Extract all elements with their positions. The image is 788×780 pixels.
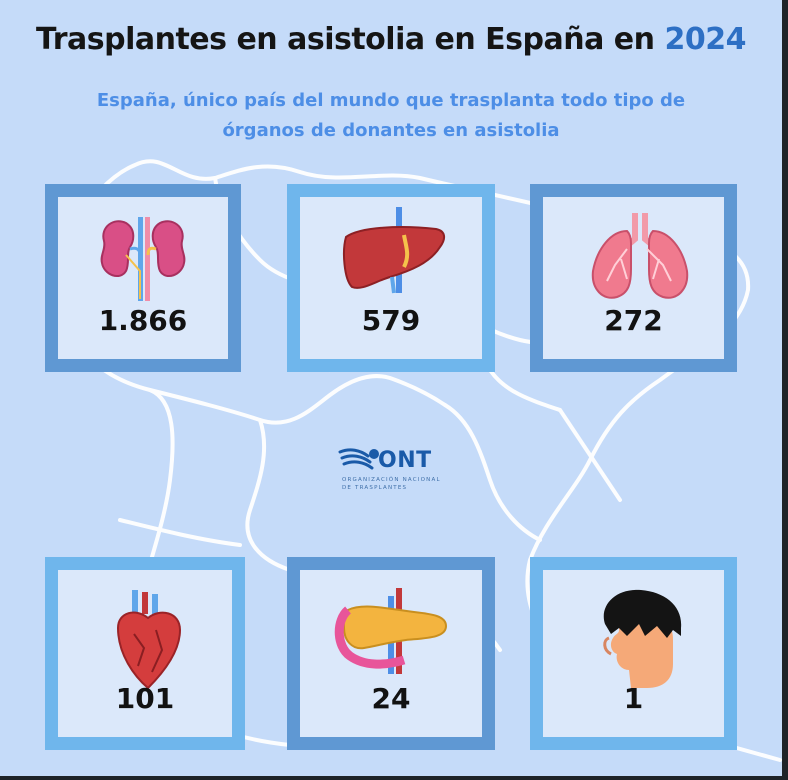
organ-card-head: 1 <box>530 557 737 750</box>
organ-value-lungs: 272 <box>604 304 663 337</box>
organ-card-lungs: 272 <box>530 184 737 372</box>
kidneys-icon <box>100 217 186 301</box>
ont-logo-line2: DE TRASPLANTES <box>342 485 408 491</box>
head-icon <box>603 589 682 688</box>
organ-value-kidneys: 1.866 <box>98 304 188 337</box>
organ-card-heart: 101 <box>45 557 245 750</box>
title-text: Trasplantes en asistolia en España en <box>36 22 655 57</box>
organ-value-head: 1 <box>623 682 644 715</box>
ont-logo-line1: ORGANIZACIÓN NACIONAL <box>342 477 441 483</box>
organ-card-liver: 579 <box>287 184 495 372</box>
organ-value-heart: 101 <box>115 682 175 715</box>
ont-logo: ONT ORGANIZACIÓN NACIONAL DE TRASPLANTES <box>338 440 458 500</box>
organ-value-liver: 579 <box>361 304 421 337</box>
page-title: Trasplantes en asistolia en España en 20… <box>0 22 782 57</box>
lungs-icon <box>591 213 689 299</box>
ont-swoosh-icon <box>338 448 379 470</box>
organ-card-kidneys: 1.866 <box>45 184 241 372</box>
title-year: 2024 <box>664 22 746 57</box>
subtitle: España, único país del mundo que traspla… <box>96 90 686 141</box>
pancreas-icon <box>334 588 448 674</box>
liver-icon <box>343 207 446 294</box>
organ-value-pancreas: 24 <box>371 682 411 715</box>
heart-icon <box>116 590 182 690</box>
organ-card-pancreas: 24 <box>287 557 495 750</box>
ont-logo-text: ONT <box>378 448 432 473</box>
ont-logo-subtitle: ORGANIZACIÓN NACIONAL DE TRASPLANTES <box>342 476 452 492</box>
